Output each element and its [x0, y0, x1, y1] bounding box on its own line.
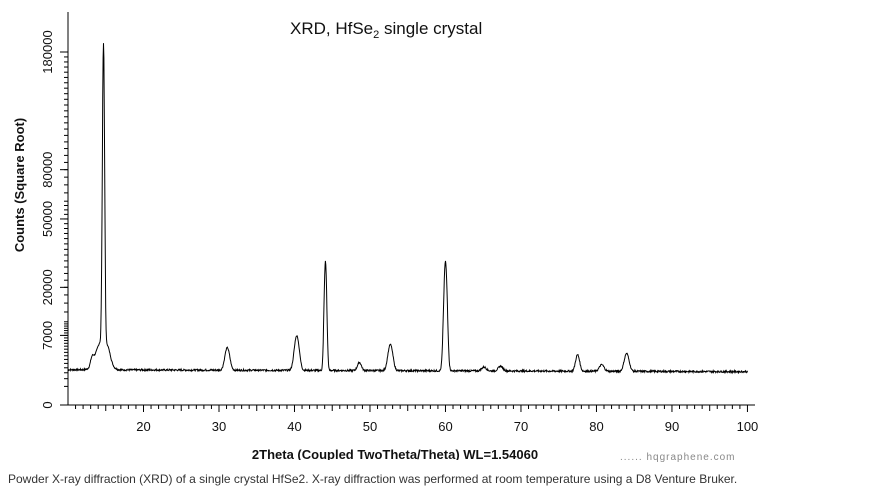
tick-labels: 20 30 40 50 60 70 80 90 100 0 7000 20000 50000 80000 1… — [40, 30, 758, 434]
x-tick-label: 60 — [438, 419, 452, 434]
x-tick-label: 20 — [136, 419, 150, 434]
x-tick-label: 70 — [514, 419, 528, 434]
y-tick-label: 80000 — [40, 152, 55, 188]
axes — [67, 12, 755, 406]
x-tick-label: 50 — [363, 419, 377, 434]
chart-title-suffix: single crystal — [379, 19, 482, 38]
y-tick-label: 50000 — [40, 201, 55, 237]
xrd-pattern-line — [67, 43, 748, 375]
y-tick-label: 0 — [40, 401, 55, 408]
y-tick-label: 180000 — [40, 30, 55, 73]
x-tick-label: 40 — [287, 419, 301, 434]
x-tick-label: 90 — [665, 419, 679, 434]
x-tick-label: 30 — [212, 419, 226, 434]
chart-title-subscript: 2 — [373, 29, 379, 41]
tick-marks — [60, 51, 748, 412]
x-tick-label: 80 — [589, 419, 603, 434]
y-tick-label: 20000 — [40, 269, 55, 305]
chart-title: XRD, HfSe2 single crystal — [290, 19, 482, 41]
x-tick-label: 100 — [737, 419, 759, 434]
xrd-chart: XRD, HfSe2 single crystal 20 30 40 50 60 70 80… — [12, 12, 758, 460]
x-axis-title: 2Theta (Coupled TwoTheta/Theta) WL=1.540… — [252, 447, 538, 460]
y-axis-title: Counts (Square Root) — [12, 118, 27, 252]
figure-caption: Powder X-ray diffraction (XRD) of a sing… — [8, 472, 738, 486]
y-tick-label: 7000 — [40, 321, 55, 350]
watermark: ...... hqgraphene.com — [620, 452, 736, 463]
